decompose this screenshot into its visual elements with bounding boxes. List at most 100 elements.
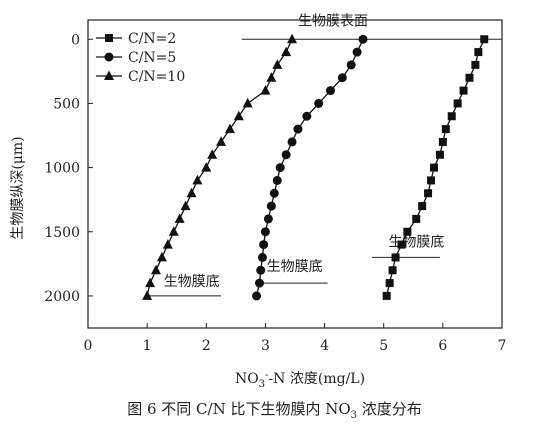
data-point bbox=[293, 124, 303, 134]
data-point bbox=[287, 33, 298, 44]
legend-marker bbox=[104, 70, 114, 80]
data-point bbox=[255, 278, 265, 288]
data-point bbox=[418, 202, 427, 211]
y-axis-title: 生物膜纵深(μm) bbox=[10, 136, 26, 239]
data-point bbox=[174, 213, 185, 223]
data-point bbox=[266, 201, 276, 211]
legend-label: C/N=10 bbox=[128, 69, 185, 85]
annotation-label-bottom-cn2: 生物膜底 bbox=[388, 234, 444, 250]
data-point bbox=[480, 35, 489, 44]
data-point bbox=[201, 162, 212, 172]
data-point bbox=[435, 150, 444, 159]
data-point bbox=[391, 253, 400, 262]
series-1 bbox=[252, 34, 368, 301]
x-tick-label: 4 bbox=[320, 338, 329, 354]
data-point bbox=[346, 60, 356, 70]
data-point bbox=[260, 227, 270, 237]
data-point bbox=[314, 98, 324, 108]
caption-prefix: 图 6 不同 C/N 比下生物膜内 NO bbox=[127, 400, 351, 418]
data-point bbox=[441, 125, 450, 134]
annotation-label-bottom-cn5: 生物膜底 bbox=[267, 259, 323, 275]
x-tick-label: 6 bbox=[438, 338, 447, 354]
data-point bbox=[447, 112, 456, 121]
data-point bbox=[281, 150, 291, 160]
data-point bbox=[259, 240, 269, 250]
data-point bbox=[168, 226, 179, 236]
legend: C/N=2 C/N=5 C/N=10 bbox=[96, 31, 185, 85]
data-point bbox=[186, 187, 197, 198]
x-axis: 0 1 2 3 4 5 6 7 bbox=[84, 323, 507, 354]
data-point bbox=[257, 252, 267, 262]
data-point bbox=[162, 239, 173, 249]
data-point bbox=[287, 137, 297, 147]
data-point bbox=[266, 72, 277, 82]
data-point bbox=[465, 73, 474, 82]
y-tick-label: 500 bbox=[53, 96, 80, 112]
y-tick-label: 1000 bbox=[44, 161, 80, 177]
data-point bbox=[156, 251, 167, 262]
plot-frame bbox=[87, 19, 503, 329]
data-point bbox=[382, 291, 391, 300]
data-point bbox=[142, 290, 153, 300]
data-point bbox=[397, 240, 406, 249]
data-point bbox=[403, 227, 412, 236]
data-point bbox=[263, 214, 273, 224]
data-point bbox=[424, 189, 433, 198]
x-tick-label: 0 bbox=[84, 338, 93, 354]
legend-label: C/N=2 bbox=[128, 31, 176, 47]
data-point bbox=[352, 47, 362, 57]
data-point bbox=[385, 279, 394, 288]
data-point bbox=[180, 200, 191, 211]
y-axis: 0 500 1000 1500 2000 bbox=[44, 32, 93, 305]
annotation-label-surface: 生物膜表面 bbox=[298, 13, 368, 29]
data-point bbox=[388, 266, 397, 275]
legend-label: C/N=5 bbox=[128, 50, 176, 66]
figure-caption: 图 6 不同 C/N 比下生物膜内 NO3 浓度分布 bbox=[0, 398, 549, 421]
data-point bbox=[275, 163, 285, 173]
data-point bbox=[145, 277, 156, 288]
data-point bbox=[216, 136, 227, 146]
y-tick-label: 0 bbox=[71, 32, 80, 48]
caption-suffix: 浓度分布 bbox=[357, 400, 422, 418]
x-tick-label: 2 bbox=[202, 338, 211, 354]
data-point bbox=[252, 291, 262, 301]
y-tick-label: 1500 bbox=[44, 225, 80, 241]
data-point bbox=[272, 175, 282, 185]
x-tick-label: 3 bbox=[261, 338, 270, 354]
y-tick-label: 2000 bbox=[44, 289, 80, 305]
x-tick-label: 7 bbox=[498, 338, 507, 354]
data-point bbox=[438, 137, 447, 146]
data-point bbox=[429, 163, 438, 172]
annotation-label-bottom-cn10: 生物膜底 bbox=[164, 274, 220, 290]
plot-border bbox=[87, 19, 503, 329]
series-2 bbox=[142, 33, 298, 300]
data-point bbox=[242, 97, 253, 108]
data-point bbox=[358, 34, 368, 44]
data-point bbox=[207, 149, 218, 159]
caption-subscript: 3 bbox=[350, 410, 358, 421]
data-point bbox=[256, 265, 266, 275]
data-point bbox=[281, 46, 292, 57]
x-tick-label: 1 bbox=[143, 338, 152, 354]
data-point bbox=[412, 214, 421, 223]
data-point bbox=[269, 188, 279, 198]
data-point bbox=[151, 264, 162, 275]
data-point bbox=[474, 48, 483, 57]
legend-marker bbox=[104, 52, 114, 62]
data-point bbox=[453, 99, 462, 108]
data-point bbox=[260, 85, 271, 95]
data-point bbox=[337, 73, 347, 83]
data-point bbox=[233, 110, 244, 121]
data-point bbox=[192, 174, 203, 185]
data-point bbox=[224, 123, 235, 134]
x-axis-title: NO3--N 浓度(mg/L) bbox=[235, 370, 365, 390]
data-point bbox=[427, 176, 436, 185]
series-layer bbox=[142, 33, 489, 301]
x-tick-label: 5 bbox=[379, 338, 388, 354]
data-point bbox=[302, 111, 312, 121]
legend-marker bbox=[105, 34, 113, 42]
data-point bbox=[459, 86, 468, 95]
data-point bbox=[471, 60, 480, 69]
